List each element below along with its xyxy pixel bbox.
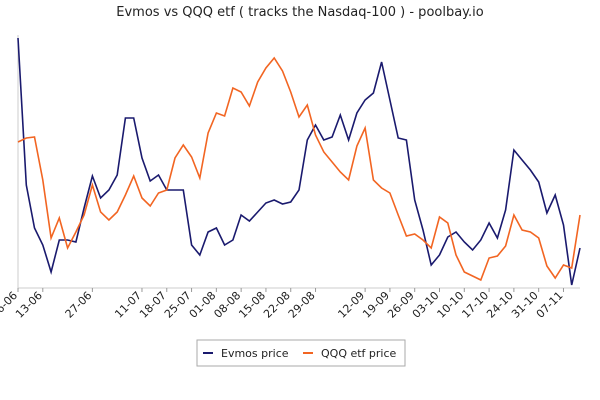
- legend-label: Evmos price: [221, 347, 289, 360]
- x-tick-label: 11-07: [112, 289, 144, 321]
- x-tick-label: 27-06: [63, 289, 95, 321]
- x-tick-label: 07-11: [534, 289, 566, 321]
- x-tick-label: 15-08: [236, 289, 268, 321]
- x-tick-label: 03-10: [410, 289, 442, 321]
- x-tick-label: 13-06: [13, 289, 45, 321]
- legend-label: QQQ etf price: [321, 347, 397, 360]
- x-tick-label: 31-10: [509, 289, 541, 321]
- x-tick-label: 24-10: [484, 289, 516, 321]
- legend: [196, 339, 406, 367]
- x-tick-label: 25-07: [162, 289, 194, 321]
- x-tick-label: 18-07: [137, 289, 169, 321]
- x-tick-label: 08-08: [211, 289, 243, 321]
- line-series: [17, 37, 581, 286]
- x-tick-label: 12-09: [335, 289, 367, 321]
- line-series: [17, 56, 581, 282]
- x-tick-label: 22-08: [261, 289, 293, 321]
- x-tick-label: 17-10: [459, 289, 491, 321]
- x-tick-label: 19-09: [360, 289, 392, 321]
- x-tick-label: 01-08: [187, 289, 219, 321]
- x-tick-label: 10-10: [435, 289, 467, 321]
- x-tick-label: 29-08: [286, 289, 318, 321]
- x-tick-label: 26-09: [385, 289, 417, 321]
- chart-title: Evmos vs QQQ etf ( tracks the Nasdaq-100…: [116, 5, 483, 20]
